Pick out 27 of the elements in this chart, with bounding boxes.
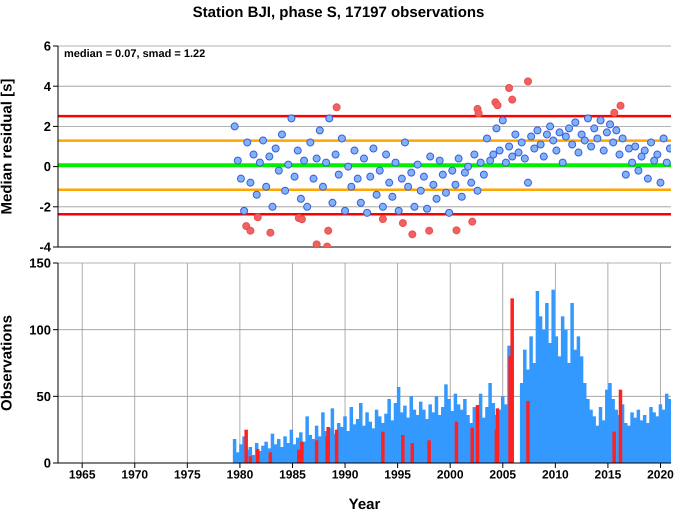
x-tick-label: 1970: [121, 468, 148, 482]
y-tick-label: 4: [44, 78, 52, 94]
y-tick-label: 100: [29, 322, 51, 338]
y-axis-title: Median residual [s]: [0, 78, 16, 214]
x-tick-label: 1980: [226, 468, 254, 482]
annotation: median = 0.07, smad = 1.22: [64, 48, 206, 60]
x-tick-label: 1995: [384, 468, 412, 482]
x-axis-title: Year: [348, 496, 381, 511]
x-tick-label: 2020: [647, 468, 674, 482]
y-tick-label: 0: [44, 159, 51, 174]
x-tick-label: 1965: [68, 468, 96, 482]
x-tick-label: 2005: [489, 468, 516, 482]
y-tick-label: 150: [29, 256, 51, 271]
y-tick-label: 6: [44, 38, 51, 54]
x-tick-label: 1990: [332, 468, 359, 482]
x-tick-label: 1985: [279, 468, 306, 482]
y-tick-label: 50: [36, 388, 51, 404]
y-tick-label: 2: [44, 119, 51, 134]
y-axis-title: Observations: [0, 315, 16, 411]
x-tick-label: 1975: [174, 468, 201, 482]
y-tick-label: -2: [39, 199, 51, 214]
chart-title: Station BJI, phase S, 17197 observations: [192, 4, 486, 21]
y-tick-label: -4: [39, 240, 52, 255]
x-tick-label: 2010: [542, 468, 570, 482]
y-tick-label: 0: [44, 456, 51, 471]
x-tick-label: 2000: [436, 468, 464, 482]
x-tick-label: 2015: [594, 468, 622, 482]
